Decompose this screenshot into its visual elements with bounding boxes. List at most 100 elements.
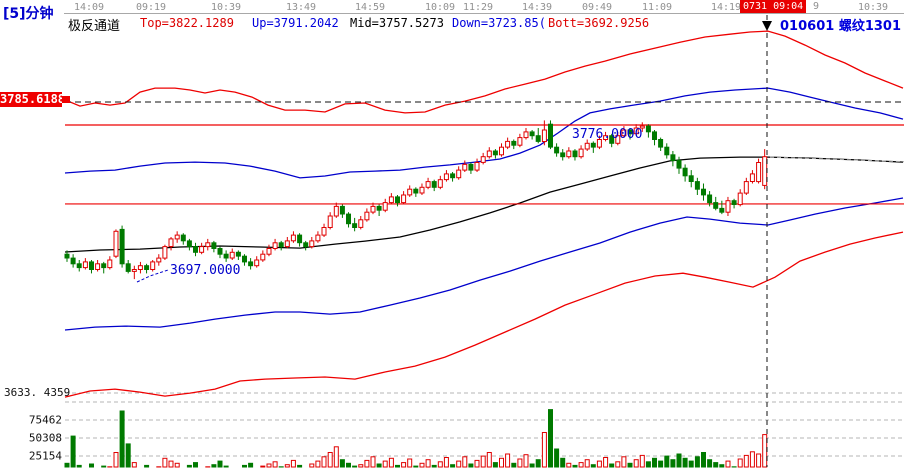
candle-body	[548, 123, 553, 148]
candle-body	[541, 129, 547, 142]
candle-body	[401, 194, 407, 204]
candle-body	[382, 202, 388, 211]
volume-bar	[743, 454, 749, 468]
indicator-bott-value: Bott=3692.9256	[548, 16, 650, 30]
candle-body	[694, 181, 700, 190]
volume-bar	[89, 463, 94, 468]
volume-bar	[499, 457, 504, 468]
volume-bar	[596, 460, 602, 468]
candle-body	[150, 261, 156, 270]
volume-bar	[260, 465, 266, 468]
volume-bar	[186, 464, 192, 468]
annotation-leader-line	[136, 269, 169, 283]
candle-body	[762, 156, 768, 186]
candle-body	[737, 192, 743, 206]
volume-bar	[388, 457, 394, 468]
volume-bar	[505, 453, 511, 468]
volume-bar	[529, 463, 535, 468]
candle-body	[682, 167, 688, 177]
volume-bar	[346, 462, 351, 468]
candle-body	[327, 215, 333, 228]
candle-body	[119, 228, 125, 265]
volume-bar	[333, 446, 339, 468]
time-axis-label: 11:29	[462, 2, 494, 13]
volume-bar	[615, 461, 621, 468]
volume-bar	[670, 459, 676, 468]
volume-bar	[541, 432, 547, 468]
candle-body	[749, 173, 755, 182]
volume-bar	[486, 452, 492, 468]
indicator-down-value: Down=3723.85(	[452, 16, 546, 30]
volume-bar	[217, 460, 223, 468]
time-axis-label-partial: 9	[813, 1, 820, 12]
volume-axis-tick: 25154	[28, 449, 62, 463]
candle-body	[229, 251, 235, 259]
volume-bar	[749, 451, 755, 468]
time-axis-label: 09:19	[135, 2, 167, 13]
volume-bar	[76, 464, 82, 468]
indicator-name[interactable]: 极反通道	[68, 19, 121, 34]
volume-bar	[725, 460, 731, 468]
mid-forecast-dash	[769, 156, 904, 163]
volume-bar	[652, 457, 657, 468]
candle-body	[107, 259, 113, 269]
volume-bar	[645, 461, 651, 468]
candle-body	[713, 202, 719, 209]
price-annotation: 3697.0000	[170, 263, 241, 278]
price-axis-bottom-label: 3633. 4359	[4, 386, 71, 399]
candle-body	[248, 261, 254, 267]
candle-body	[523, 131, 529, 139]
volume-bar	[248, 462, 254, 468]
candle-body	[603, 135, 609, 140]
volume-bar	[382, 460, 388, 468]
candle-body	[364, 211, 370, 221]
volume-bar	[713, 462, 719, 468]
candle-body	[205, 242, 211, 248]
candle-body	[352, 223, 358, 228]
volume-bar	[119, 410, 125, 468]
volume-bar	[162, 457, 168, 468]
volume-bar	[443, 457, 449, 468]
candle-body	[468, 163, 474, 171]
candle-body	[566, 150, 572, 158]
period-label[interactable]: [5]分钟	[3, 6, 54, 22]
volume-bar	[413, 465, 419, 468]
candle-body	[156, 257, 162, 263]
time-axis-label: 13:49	[285, 2, 317, 13]
band-top-line	[64, 30, 904, 114]
volume-bar	[266, 463, 272, 468]
candle-body	[70, 257, 76, 265]
volume-bar	[315, 460, 321, 468]
candle-body	[242, 255, 247, 263]
candle-body	[486, 150, 492, 158]
volume-bar	[664, 455, 670, 468]
contract-label[interactable]: 010601 螺纹1301	[780, 19, 901, 34]
volume-bar	[321, 456, 327, 468]
volume-bar	[468, 463, 474, 468]
candle-body	[211, 242, 217, 250]
volume-bar	[339, 459, 345, 468]
volume-bar	[658, 460, 664, 468]
volume-bar	[64, 462, 70, 468]
volume-bar	[548, 409, 553, 468]
volume-bar	[584, 459, 590, 468]
time-axis-label: 14:39	[521, 2, 553, 13]
volume-bar	[456, 460, 462, 468]
indicator-top-value: Top=3822.1289	[140, 16, 234, 30]
volume-bar	[566, 462, 572, 468]
volume-bar	[144, 464, 150, 468]
volume-bar	[358, 464, 364, 468]
candle-body	[443, 173, 449, 181]
candle-body	[633, 127, 639, 135]
candle-body	[572, 150, 578, 158]
time-axis-label: 09:49	[581, 2, 613, 13]
candle-body	[627, 129, 633, 135]
candle-body	[290, 234, 296, 242]
volume-bar	[211, 464, 217, 468]
volume-bar	[364, 459, 370, 468]
cursor-price-badge: 3785.6188	[0, 92, 66, 107]
band-up-line	[64, 87, 904, 179]
candle-body	[437, 179, 443, 188]
candle-body	[395, 196, 400, 204]
volume-bar	[688, 460, 694, 468]
